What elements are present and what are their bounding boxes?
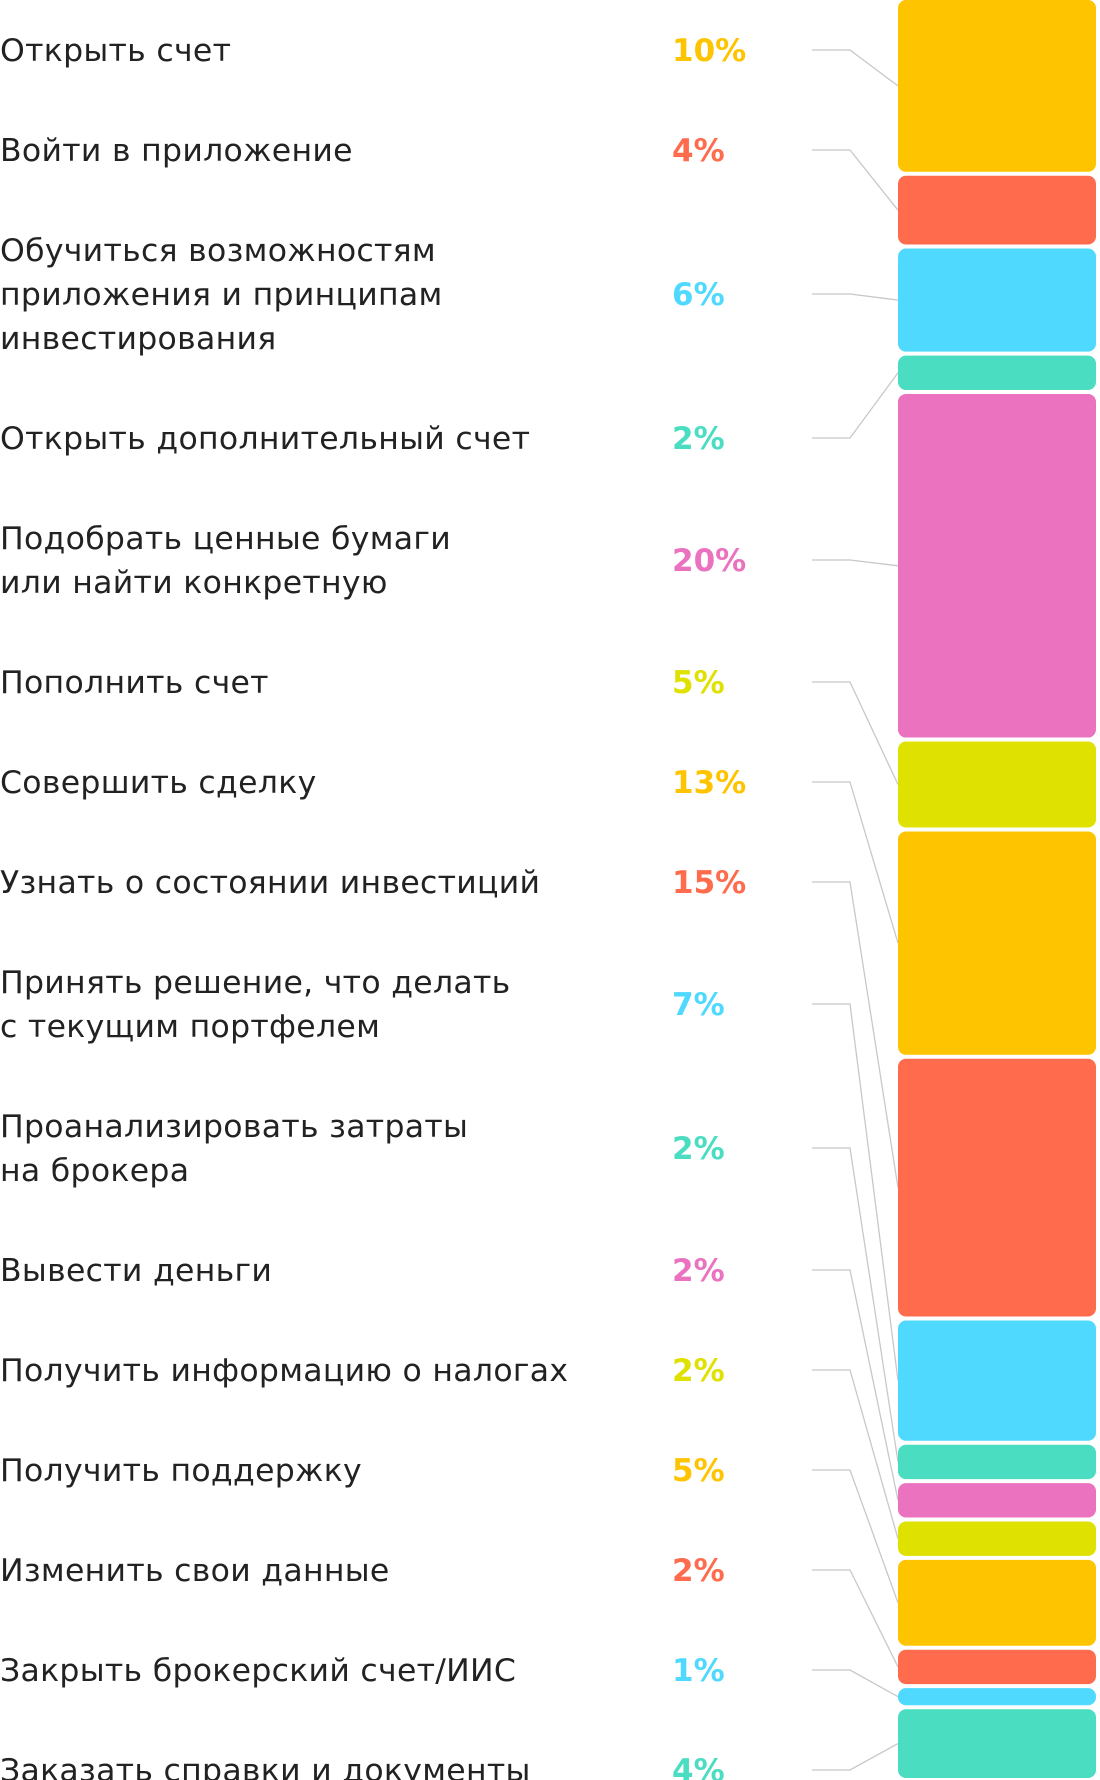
bar-segment-6 xyxy=(898,741,1096,828)
category-label-11: Вывести деньги xyxy=(0,1253,272,1289)
value-label-11: 2% xyxy=(672,1253,725,1289)
bar-segment-11 xyxy=(898,1483,1096,1518)
bar-segment-15 xyxy=(898,1688,1096,1706)
bar-segment-2 xyxy=(898,175,1096,245)
bar-segment-12 xyxy=(898,1521,1096,1556)
category-label-4: Открыть дополнительный счет xyxy=(0,421,530,457)
stacked-bar xyxy=(898,0,1096,1778)
category-label-9: Принять решение, что делать с текущим пор… xyxy=(0,965,511,1045)
connector-line-14 xyxy=(812,1569,899,1668)
connector-line-8 xyxy=(812,881,899,1188)
connector-line-1 xyxy=(812,49,899,87)
value-label-2: 4% xyxy=(672,133,725,169)
value-label-10: 2% xyxy=(672,1131,725,1167)
connector-line-7 xyxy=(812,781,899,944)
value-label-1: 10% xyxy=(672,33,746,69)
value-label-13: 5% xyxy=(672,1453,725,1489)
category-label-8: Узнать о состоянии инвестиций xyxy=(0,865,540,901)
bar-segment-13 xyxy=(898,1559,1096,1646)
value-label-7: 13% xyxy=(672,765,746,801)
connector-line-2 xyxy=(812,149,899,211)
value-label-5: 20% xyxy=(672,543,746,579)
bar-segment-10 xyxy=(898,1444,1096,1480)
connector-line-15 xyxy=(812,1669,899,1698)
connector-line-9 xyxy=(812,1003,899,1381)
category-label-16: Заказать справки и документы xyxy=(0,1753,531,1780)
category-label-15: Закрыть брокерский счет/ИИС xyxy=(0,1653,516,1689)
category-label-13: Получить поддержку xyxy=(0,1453,362,1489)
value-label-3: 6% xyxy=(672,277,725,313)
connector-line-16 xyxy=(812,1743,899,1771)
value-label-6: 5% xyxy=(672,665,725,701)
value-label-12: 2% xyxy=(672,1353,725,1389)
bar-segment-9 xyxy=(898,1320,1096,1441)
value-label-9: 7% xyxy=(672,987,725,1023)
value-label-4: 2% xyxy=(672,421,725,457)
connector-line-13 xyxy=(812,1469,899,1604)
connector-lines xyxy=(812,49,899,1771)
bar-segment-1 xyxy=(898,0,1096,172)
category-labels: Открыть счет Войти в приложение Обучиться … xyxy=(0,33,568,1780)
connector-line-12 xyxy=(812,1369,899,1539)
category-label-12: Получить информацию о налогах xyxy=(0,1353,568,1389)
bar-segment-5 xyxy=(898,393,1096,738)
value-label-8: 15% xyxy=(672,865,746,901)
category-label-10: Проанализировать затраты на брокера xyxy=(0,1109,468,1189)
bar-segment-8 xyxy=(898,1058,1096,1317)
category-label-7: Совершить сделку xyxy=(0,765,317,801)
connector-line-11 xyxy=(812,1269,899,1501)
bar-segment-7 xyxy=(898,831,1096,1055)
category-label-3: Обучиться возможностям приложения и принц… xyxy=(0,233,443,357)
connector-line-4 xyxy=(812,372,899,439)
value-label-16: 4% xyxy=(672,1753,725,1780)
connector-line-6 xyxy=(812,681,899,785)
category-label-14: Изменить свои данные xyxy=(0,1553,390,1589)
category-label-5: Подобрать ценные бумаги или найти конкрет… xyxy=(0,521,451,601)
value-label-14: 2% xyxy=(672,1553,725,1589)
connector-line-3 xyxy=(812,293,899,301)
bar-segment-14 xyxy=(898,1649,1096,1685)
category-label-2: Войти в приложение xyxy=(0,133,353,169)
bar-segment-4 xyxy=(898,355,1096,390)
connector-line-5 xyxy=(812,559,899,567)
category-label-6: Пополнить счет xyxy=(0,665,269,701)
category-label-1: Открыть счет xyxy=(0,33,231,69)
value-label-15: 1% xyxy=(672,1653,725,1689)
bar-segment-3 xyxy=(898,248,1096,352)
connector-line-10 xyxy=(812,1147,899,1462)
value-labels: 10% 4% 6% 2% 20% 5% 13% 15% 7% 2% 2% 2% 5% 2% 1% 4% xyxy=(672,33,746,1780)
bar-segment-16 xyxy=(898,1709,1096,1778)
